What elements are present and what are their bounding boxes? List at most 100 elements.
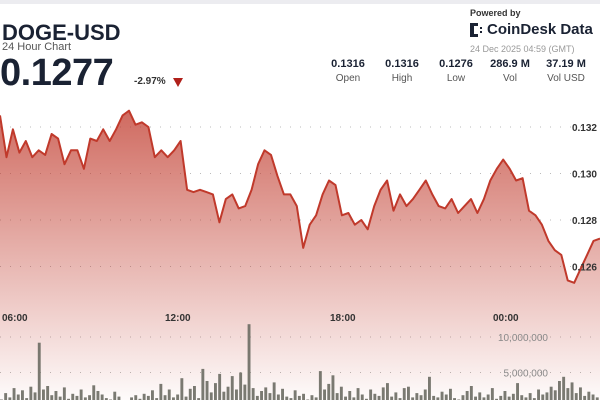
volume-bar — [67, 398, 70, 400]
volume-bar — [37, 342, 41, 400]
volume-bar — [411, 397, 415, 400]
volume-bar — [373, 393, 377, 400]
stat-label: Vol USD — [547, 73, 585, 84]
volume-bar — [344, 396, 347, 400]
volume-bar — [54, 391, 58, 400]
price-tick-label: 0.126 — [572, 263, 597, 274]
volume-bar — [591, 394, 595, 400]
volume-bar — [432, 395, 436, 400]
volume-bar — [549, 386, 553, 400]
volume-bar — [29, 386, 33, 400]
volume-bar — [243, 384, 247, 400]
volume-bar — [528, 393, 532, 400]
volume-bar — [407, 386, 410, 400]
volume-bar — [260, 391, 263, 400]
stat-value: 286.9 M — [490, 58, 530, 70]
volume-bar — [474, 396, 477, 400]
stat-value: 37.19 M — [546, 58, 586, 70]
stat-high: 0.1316 High — [376, 58, 428, 84]
volume-bar — [318, 371, 322, 400]
volume-bar — [201, 368, 205, 400]
volume-bar — [595, 397, 599, 400]
volume-bar — [490, 388, 494, 400]
stat-label: Open — [335, 73, 361, 84]
volume-bar — [96, 391, 100, 400]
volume-bar — [524, 397, 528, 400]
chart-subtitle: 24 Hour Chart — [2, 41, 72, 53]
volume-bar — [579, 387, 582, 400]
volume-bar — [465, 391, 469, 400]
volume-bar — [281, 388, 284, 400]
volume-bar — [348, 391, 352, 400]
volume-bar — [394, 392, 398, 400]
volume-bar — [146, 395, 150, 400]
volume-bar — [461, 395, 465, 400]
volume-bar — [155, 398, 159, 400]
volume-bar — [453, 398, 456, 400]
volume-bar — [402, 388, 406, 400]
time-tick-label: 12:00 — [165, 313, 191, 324]
volume-bar — [104, 398, 108, 400]
brand-name: CoinDesk Data — [487, 21, 593, 38]
volume-bar — [545, 392, 549, 400]
price-area — [0, 110, 600, 400]
volume-bar — [188, 388, 192, 400]
volume-bar — [180, 378, 184, 400]
volume-bar — [511, 393, 515, 400]
volume-bar — [205, 381, 209, 400]
volume-bar — [503, 391, 507, 400]
volume-bar — [369, 389, 373, 400]
symbol-title: DOGE-USD — [2, 20, 121, 45]
volume-bar — [75, 395, 79, 400]
volume-bar — [58, 396, 62, 400]
volume-bar — [574, 393, 578, 400]
volume-bar — [25, 398, 29, 400]
volume-bar — [558, 381, 561, 400]
volume-bar — [381, 387, 385, 400]
stat-label: Vol — [503, 73, 517, 84]
volume-bar — [230, 376, 234, 400]
stat-value: 0.1276 — [439, 58, 473, 70]
volume-bar — [21, 390, 24, 400]
volume-bar — [172, 397, 175, 400]
volume-bar — [428, 376, 431, 400]
volume-bar — [583, 395, 587, 400]
volume-bar — [247, 324, 251, 400]
volume-bar — [251, 388, 255, 400]
volume-bar — [222, 391, 226, 400]
volume-bar — [130, 397, 133, 400]
volume-bar — [562, 376, 566, 400]
volume-bar — [293, 390, 297, 400]
volume-bar — [415, 393, 419, 400]
stat-vol: 286.9 M Vol — [484, 58, 536, 84]
volume-bar — [499, 395, 503, 400]
brand-logo: CoinDesk Data — [470, 21, 593, 38]
volume-bar — [184, 396, 188, 400]
volume-bar — [138, 398, 142, 400]
volume-bar — [218, 373, 222, 400]
volume-bar — [516, 383, 519, 400]
price-tick-label: 0.132 — [572, 123, 597, 134]
volume-bar — [486, 394, 490, 400]
volume-bar — [159, 383, 163, 400]
volume-bar — [386, 383, 389, 400]
volume-bar — [335, 393, 339, 400]
volume-bar — [176, 394, 180, 400]
volume-bar — [113, 391, 117, 400]
volume-bar — [444, 394, 448, 400]
volume-bar — [398, 398, 402, 400]
volume-bar — [323, 389, 326, 400]
volume-bar — [541, 394, 545, 400]
volume-bar — [167, 389, 171, 400]
volume-bar — [339, 386, 343, 400]
volume-bar — [92, 385, 96, 400]
stat-label: High — [391, 73, 413, 84]
volume-bar — [272, 382, 276, 400]
price-line — [0, 109, 600, 284]
volume-bar — [16, 394, 20, 400]
top-border — [0, 0, 600, 4]
volume-bar — [4, 393, 8, 400]
volume-bar — [276, 394, 280, 400]
time-tick-label: 00:00 — [493, 313, 519, 324]
